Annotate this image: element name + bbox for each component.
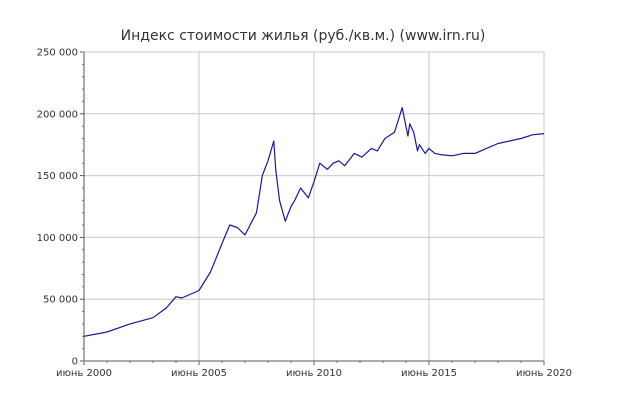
tick-labels: 0 50 000 100 000 150 000 200 000 250 000 июнь …	[37, 48, 572, 380]
x-tick-label: июнь 2005	[171, 368, 227, 379]
series-layer	[83, 107, 545, 337]
y-tick-label: 250 000	[37, 48, 78, 59]
series-line-0	[83, 107, 545, 337]
x-tick-label: июнь 2020	[516, 368, 572, 379]
x-tick-label: июнь 2015	[401, 368, 457, 379]
y-tick-label: 200 000	[37, 109, 78, 120]
chart-title: Индекс стоимости жилья (руб./кв.м.) (www…	[121, 28, 486, 44]
x-tick-label: июнь 2000	[56, 368, 112, 379]
y-tick-label: 150 000	[37, 171, 78, 182]
y-tick-label: 50 000	[43, 295, 78, 306]
y-tick-label: 100 000	[37, 233, 78, 244]
y-tick-label: 0	[72, 357, 78, 368]
x-tick-label: июнь 2010	[286, 368, 342, 379]
axes	[80, 51, 545, 365]
grid	[84, 51, 545, 361]
